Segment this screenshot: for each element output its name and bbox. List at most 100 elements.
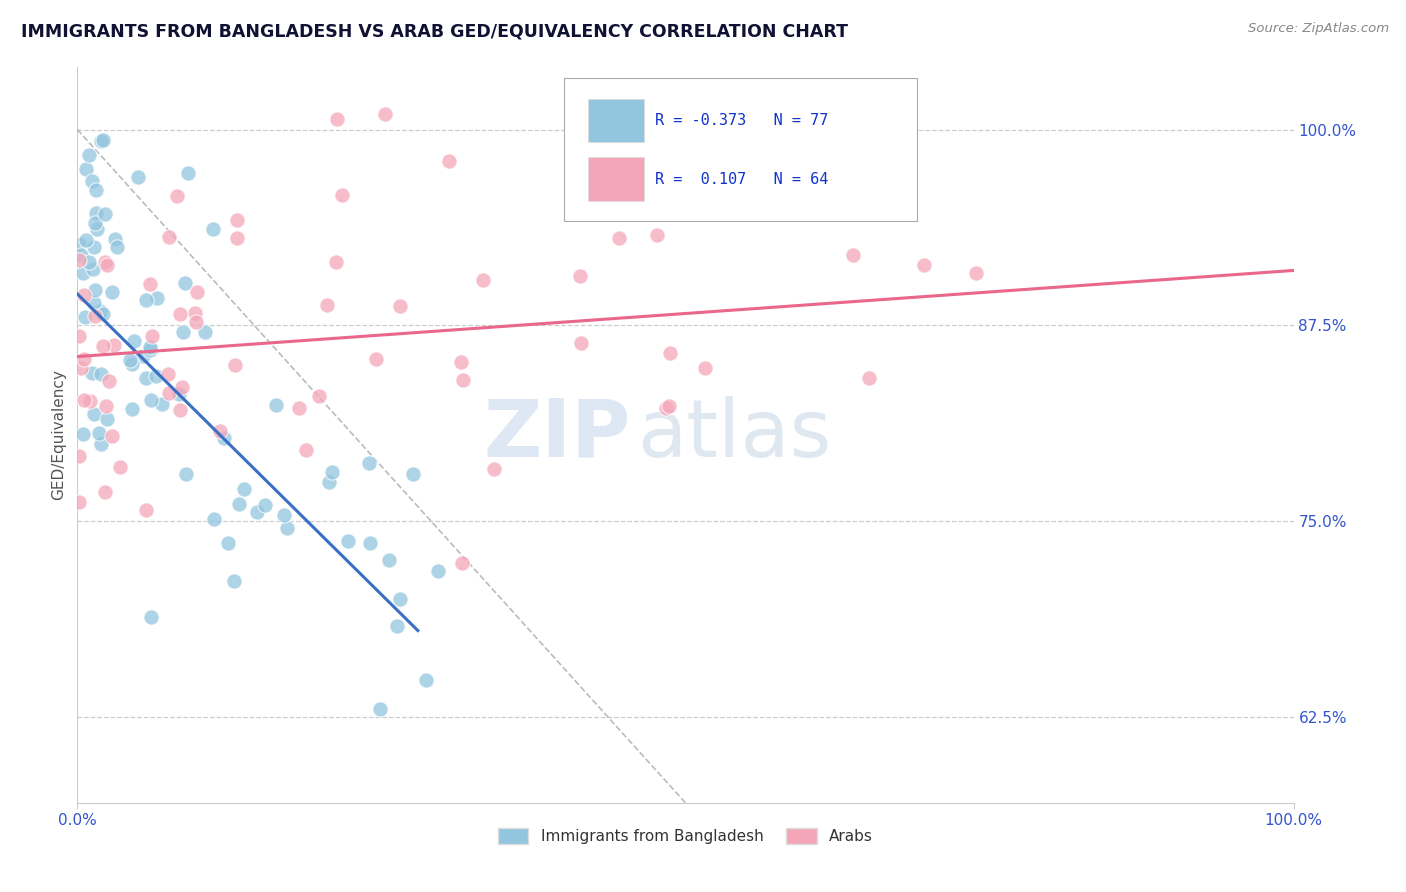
Point [359, 536, 381, 550]
Point [96, 258, 118, 272]
Point [94, 255, 117, 269]
Point [94, 207, 117, 221]
Point [172, 380, 194, 394]
Point [70, 360, 93, 375]
Point [184, 315, 207, 329]
Text: R = -0.373   N = 77: R = -0.373 N = 77 [655, 113, 828, 128]
Point [121, 358, 143, 372]
Point [264, 398, 287, 412]
FancyBboxPatch shape [564, 78, 917, 221]
Point [228, 497, 250, 511]
Point [98, 375, 121, 389]
Point [326, 112, 349, 126]
Point [439, 153, 461, 168]
Point [132, 349, 155, 363]
Text: IMMIGRANTS FROM BANGLADESH VS ARAB GED/EQUIVALENCY CORRELATION CHART: IMMIGRANTS FROM BANGLADESH VS ARAB GED/E… [21, 22, 848, 40]
Point [156, 367, 179, 381]
Point [145, 369, 167, 384]
Point [287, 401, 309, 415]
Point [120, 353, 142, 368]
Point [321, 465, 343, 479]
Point [858, 371, 880, 385]
Point [364, 351, 387, 366]
Point [139, 610, 162, 624]
Point [141, 329, 163, 343]
Point [318, 475, 340, 489]
Point [368, 702, 391, 716]
Point [83, 407, 105, 421]
Point [108, 460, 131, 475]
Point [169, 403, 191, 417]
Point [105, 239, 128, 253]
Point [374, 107, 396, 121]
Point [336, 534, 359, 549]
Point [84, 216, 107, 230]
Point [325, 255, 347, 269]
Point [70, 248, 93, 262]
Point [73, 288, 96, 302]
Point [569, 336, 592, 351]
Point [568, 268, 591, 283]
Point [90, 436, 112, 450]
Point [169, 307, 191, 321]
Point [72, 266, 94, 280]
Point [415, 673, 437, 688]
Point [82, 174, 104, 188]
Point [127, 169, 149, 184]
Point [84, 183, 107, 197]
Point [224, 358, 246, 372]
Point [157, 230, 180, 244]
Point [139, 277, 162, 292]
Point [139, 343, 162, 357]
Y-axis label: GED/Equivalency: GED/Equivalency [51, 369, 66, 500]
Point [135, 502, 157, 516]
Point [385, 619, 408, 633]
Point [79, 148, 101, 162]
Text: R =  0.107   N = 64: R = 0.107 N = 64 [655, 172, 828, 187]
Point [90, 367, 112, 381]
Point [73, 392, 96, 407]
Point [80, 366, 103, 380]
Point [316, 298, 339, 312]
Point [79, 393, 101, 408]
Point [451, 373, 474, 387]
Point [101, 285, 124, 299]
Point [135, 293, 157, 308]
Point [233, 483, 256, 497]
Point [141, 393, 163, 408]
Point [84, 283, 107, 297]
Point [83, 239, 105, 253]
Point [194, 325, 217, 339]
Point [212, 431, 235, 445]
Text: Source: ZipAtlas.com: Source: ZipAtlas.com [1249, 22, 1389, 36]
Point [184, 306, 207, 320]
Point [912, 259, 935, 273]
Point [402, 467, 425, 481]
Point [91, 133, 114, 147]
Point [84, 309, 107, 323]
Point [607, 230, 630, 244]
Point [450, 355, 472, 369]
Point [389, 592, 412, 607]
Point [201, 222, 224, 236]
Point [308, 389, 330, 403]
Point [67, 495, 90, 509]
Point [121, 401, 143, 416]
Text: ZIP: ZIP [484, 396, 631, 474]
Point [841, 248, 863, 262]
Point [645, 227, 668, 242]
Point [658, 399, 681, 413]
Point [75, 310, 97, 324]
Point [965, 266, 987, 280]
Point [276, 521, 298, 535]
Point [222, 574, 245, 588]
Point [295, 443, 318, 458]
Legend: Immigrants from Bangladesh, Arabs: Immigrants from Bangladesh, Arabs [492, 822, 879, 850]
Point [208, 425, 231, 439]
Point [226, 231, 249, 245]
Point [655, 401, 678, 415]
Point [73, 352, 96, 367]
Point [101, 429, 124, 443]
Point [82, 261, 104, 276]
Point [389, 299, 412, 313]
